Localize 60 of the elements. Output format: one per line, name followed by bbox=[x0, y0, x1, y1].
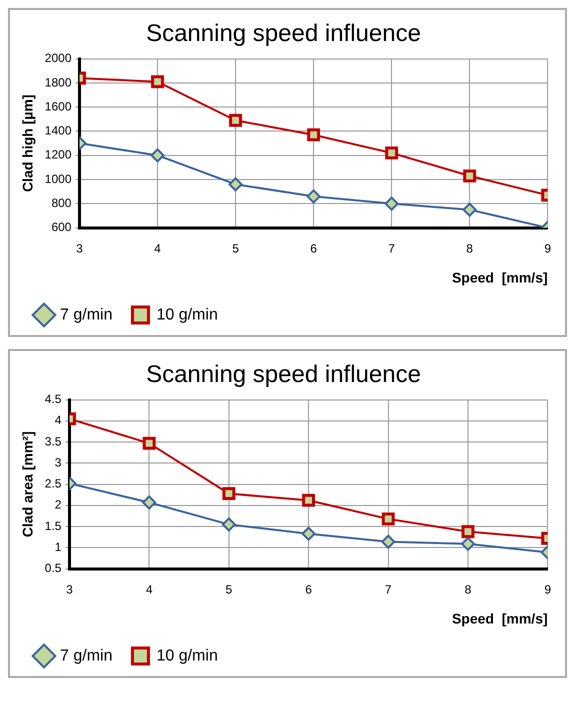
legend-label: 10 g/min bbox=[156, 647, 218, 664]
legend-label: 10 g/min bbox=[156, 306, 218, 324]
point bbox=[381, 534, 396, 549]
x-tick-label: 9 bbox=[544, 582, 552, 596]
y-tick-label: 800 bbox=[51, 196, 72, 210]
point bbox=[222, 487, 236, 500]
point bbox=[382, 512, 395, 526]
y-tick-label: 0.5 bbox=[44, 561, 62, 576]
point bbox=[460, 536, 475, 551]
y-tick-label: 3.5 bbox=[44, 434, 62, 448]
point bbox=[229, 114, 242, 127]
y-tick-label: 4 bbox=[54, 413, 62, 428]
x-axis-title: Speed [mm/s] bbox=[452, 610, 548, 626]
point bbox=[463, 169, 476, 182]
point bbox=[142, 436, 156, 450]
point bbox=[222, 517, 236, 532]
y-tick-label: 2000 bbox=[44, 51, 72, 66]
point bbox=[302, 526, 316, 541]
y-tick-label: 1800 bbox=[44, 75, 72, 90]
y-tick-label: 4.5 bbox=[44, 392, 62, 406]
point bbox=[142, 495, 156, 510]
point bbox=[150, 148, 165, 162]
point bbox=[228, 177, 243, 192]
y-tick-label: 2.5 bbox=[44, 476, 62, 491]
y-tick-label: 1 bbox=[54, 540, 62, 554]
point bbox=[462, 202, 477, 217]
x-tick-label: 8 bbox=[464, 582, 472, 596]
y-tick-label: 1600 bbox=[44, 99, 72, 114]
y-axis-title: Clad area [mm²] bbox=[19, 431, 36, 538]
point bbox=[385, 146, 398, 160]
y-tick-label: 1400 bbox=[44, 124, 72, 138]
x-tick-label: 4 bbox=[146, 582, 153, 596]
point bbox=[384, 196, 399, 211]
point bbox=[306, 189, 321, 204]
point bbox=[151, 75, 164, 88]
y-tick-label: 600 bbox=[51, 220, 72, 234]
x-tick-label: 4 bbox=[154, 241, 162, 256]
point bbox=[462, 525, 474, 538]
x-tick-label: 5 bbox=[232, 241, 240, 256]
x-tick-label: 3 bbox=[76, 241, 84, 256]
y-tick-label: 1000 bbox=[44, 172, 72, 186]
y-tick-label: 1.5 bbox=[44, 518, 62, 533]
x-tick-label: 8 bbox=[466, 241, 474, 256]
x-tick-label: 7 bbox=[384, 582, 392, 596]
x-tick-label: 6 bbox=[305, 582, 312, 596]
point bbox=[302, 494, 316, 507]
y-axis-title: Clad high [µm] bbox=[19, 94, 36, 192]
y-tick-label: 1200 bbox=[44, 148, 72, 162]
chart-title: Scanning speed influence bbox=[146, 20, 421, 48]
x-axis-title: Speed [mm/s] bbox=[452, 269, 548, 286]
legend-label: 7 g/min bbox=[60, 306, 112, 324]
x-tick-label: 9 bbox=[544, 241, 552, 256]
y-tick-label: 2 bbox=[54, 498, 62, 512]
legend-label: 7 g/min bbox=[60, 647, 112, 664]
chart-title: Scanning speed influence bbox=[146, 361, 421, 388]
x-tick-label: 6 bbox=[310, 241, 318, 256]
x-tick-label: 5 bbox=[226, 582, 233, 596]
y-tick-label: 3 bbox=[54, 455, 62, 470]
x-tick-label: 7 bbox=[388, 241, 396, 256]
point bbox=[307, 128, 320, 142]
